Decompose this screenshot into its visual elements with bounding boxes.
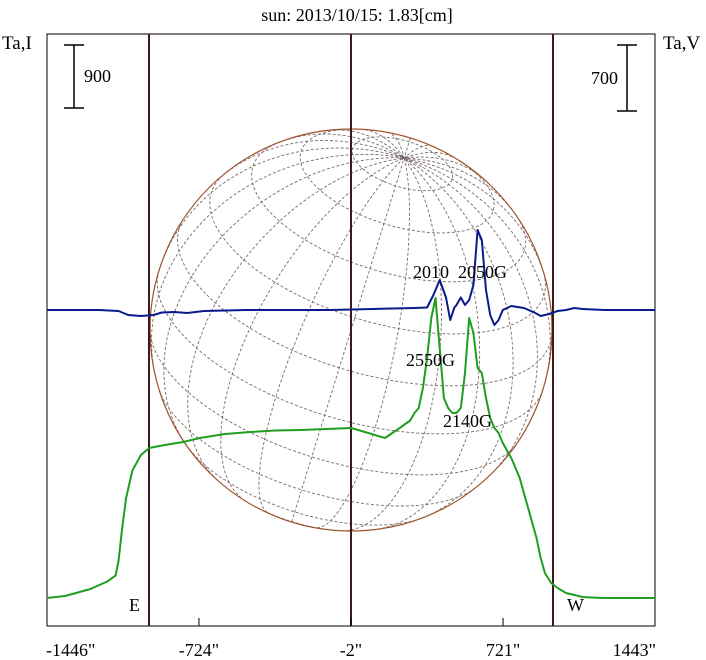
east-marker: E (129, 595, 140, 615)
longitude-line (220, 157, 405, 502)
longitude-line (222, 140, 405, 176)
west-marker: W (567, 595, 584, 615)
longitude-line (404, 151, 453, 159)
longitude-line (187, 157, 405, 481)
scale-label-right: 700 (591, 68, 618, 88)
series-layer (46, 229, 655, 599)
x-axis-ticks: -1446" -724" -2" 721" 1443" (46, 618, 656, 660)
right-axis-label: Ta,V (663, 33, 700, 54)
x-tick-label: 1443" (613, 640, 656, 660)
x-tick-label: -724" (179, 640, 219, 660)
longitude-line (365, 129, 405, 159)
latitude-line (177, 219, 552, 387)
stokes-i-line (46, 297, 655, 599)
latitude-line (158, 389, 476, 507)
scale-label-left: 900 (84, 66, 111, 86)
latitude-line (209, 174, 546, 335)
longitude-line (387, 131, 405, 159)
x-tick-label: -2" (340, 640, 362, 660)
latitude-line (150, 330, 517, 476)
scale-bar-right: 700 (591, 44, 637, 112)
latitude-line (351, 136, 454, 192)
solar-disk (149, 128, 553, 532)
left-axis-label: Ta,I (2, 33, 32, 54)
longitude-line (163, 157, 405, 446)
annotation-2550g: 2550G (406, 350, 455, 370)
longitude-line (403, 144, 433, 159)
annotation-2050g: 2050G (458, 262, 507, 282)
longitude-line (341, 157, 442, 531)
stokes-v-line (47, 229, 655, 326)
longitude-line (151, 153, 405, 377)
longitude-line (331, 129, 405, 159)
longitude-line (404, 157, 545, 275)
scale-bar-left: 900 (64, 44, 111, 109)
longitude-line (404, 157, 538, 480)
longitude-line (404, 157, 551, 390)
annotation-2140g: 2140G (443, 411, 492, 431)
longitude-line (404, 156, 480, 177)
longitude-line (403, 137, 411, 159)
x-tick-label: 721" (486, 640, 520, 660)
longitude-line (258, 157, 405, 513)
heliographic-grid (150, 129, 552, 531)
longitude-line (291, 157, 405, 523)
longitude-line (403, 157, 514, 519)
longitude-line (158, 147, 405, 271)
x-tick-label: -1446" (46, 640, 95, 660)
longitude-line (316, 157, 410, 529)
annotation-2010: 2010 (413, 262, 449, 282)
latitude-line (186, 445, 422, 526)
longitude-line (376, 157, 481, 530)
chart-title: sun: 2013/10/15: 1.83[cm] (261, 5, 453, 25)
